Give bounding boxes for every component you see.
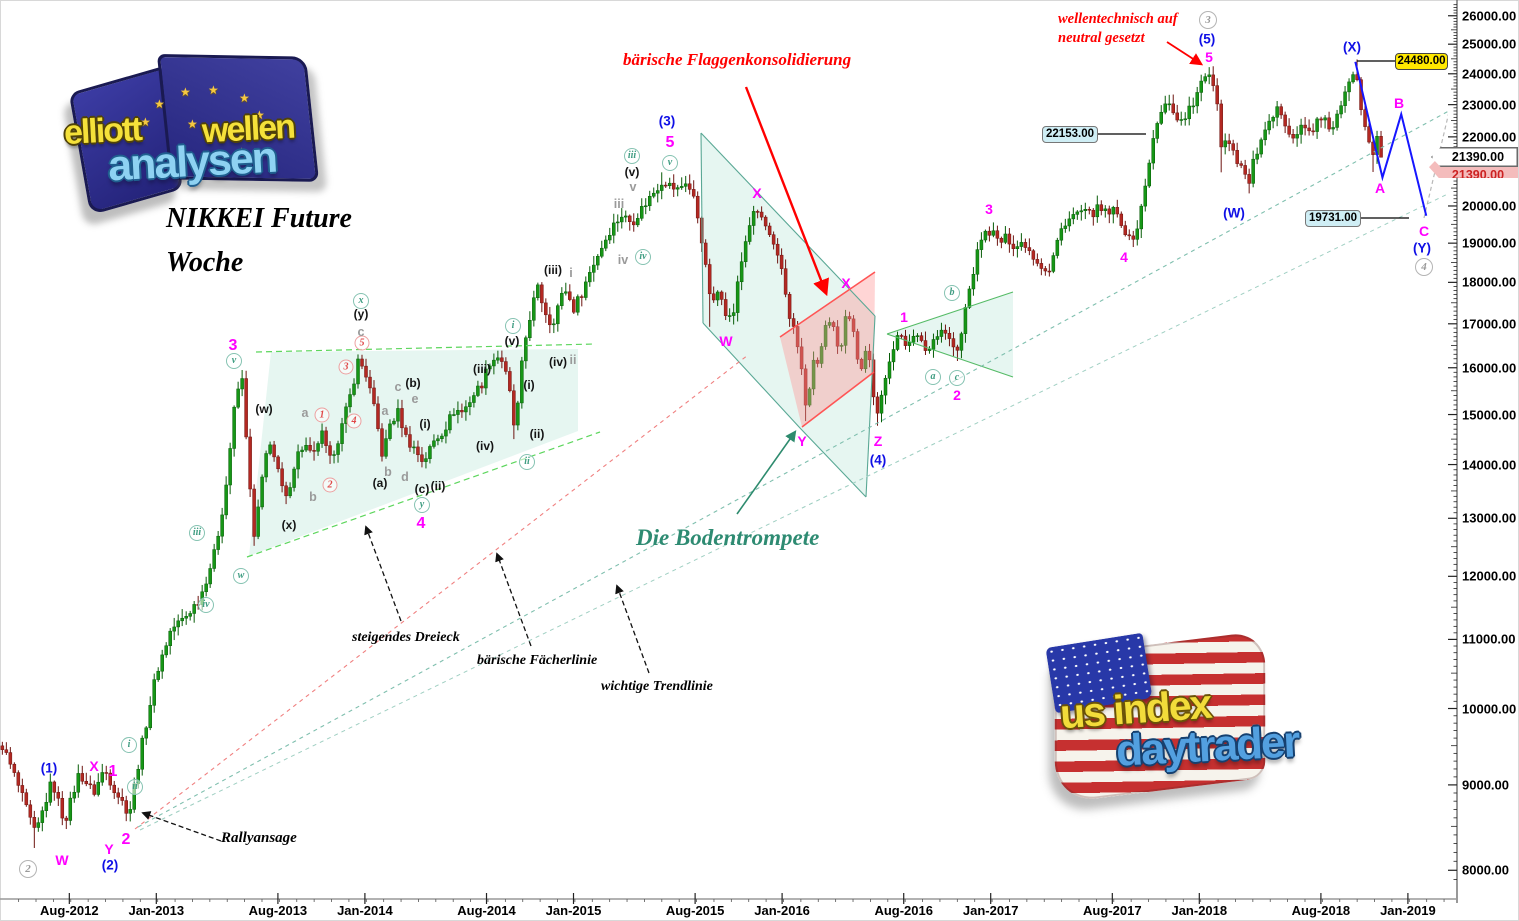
- trendlines: [134, 60, 1448, 831]
- arrows: [141, 41, 1204, 842]
- axis-frame: [0, 0, 1458, 904]
- bear-flag-fill: [780, 272, 875, 427]
- candles: [0, 59, 1383, 848]
- projection-path-abc: [1354, 61, 1428, 217]
- plot-area: [0, 41, 1448, 848]
